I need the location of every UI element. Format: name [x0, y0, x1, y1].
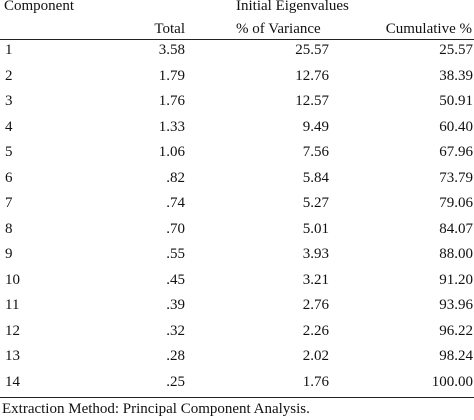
- cell-percent-variance: 12.57: [295, 93, 329, 109]
- cell-percent-variance: 2.02: [302, 348, 329, 364]
- cell-percent-variance: 3.21: [302, 271, 329, 288]
- table-body: 1 3.58 25.57 25.57 2 1.79 12.76 38.39 3 1.76 12.57…: [0, 40, 474, 397]
- cell-total: .25: [166, 373, 185, 390]
- cell-percent-variance: 9.49: [302, 118, 329, 135]
- table-row: 4 1.33 9.49 60.40: [0, 117, 474, 143]
- cell-total: 1.79: [158, 67, 185, 84]
- cell-total: .32: [166, 322, 185, 339]
- cell-percent-variance: 2.76: [302, 297, 329, 313]
- cell-component: 6: [5, 169, 13, 186]
- cell-total: .28: [166, 348, 185, 364]
- cell-percent-variance: 5.01: [302, 220, 329, 237]
- table-row: 6 .82 5.84 73.79: [0, 168, 474, 194]
- cell-total: .55: [166, 246, 185, 262]
- cell-component: 5: [5, 144, 13, 160]
- cell-cumulative: 79.06: [439, 195, 473, 211]
- cell-component: 14: [5, 373, 20, 390]
- table-row: 9 .55 3.93 88.00: [0, 244, 474, 270]
- cell-percent-variance: 5.84: [302, 169, 329, 186]
- cell-total: .70: [166, 220, 185, 237]
- column-header-total: Total: [154, 21, 185, 37]
- cell-cumulative: 100.00: [431, 373, 473, 390]
- cell-component: 9: [5, 246, 13, 262]
- cell-cumulative: 88.00: [439, 246, 473, 262]
- table-row: 12 .32 2.26 96.22: [0, 321, 474, 347]
- cell-component: 11: [5, 297, 20, 313]
- table-bottom-divider: [0, 397, 474, 398]
- cell-percent-variance: 7.56: [302, 144, 329, 160]
- cell-total: .45: [166, 271, 185, 288]
- cell-cumulative: 50.91: [439, 93, 473, 109]
- cell-component: 3: [5, 93, 13, 109]
- column-header-cumulative: Cumulative %: [385, 21, 472, 37]
- table-row: 5 1.06 7.56 67.96: [0, 142, 474, 168]
- cell-percent-variance: 12.76: [295, 67, 329, 84]
- cell-percent-variance: 5.27: [302, 195, 329, 211]
- table-row: 14 .25 1.76 100.00: [0, 372, 474, 398]
- cell-cumulative: 38.39: [439, 67, 473, 84]
- cell-cumulative: 98.24: [439, 348, 473, 364]
- table-row: 13 .28 2.02 98.24: [0, 346, 474, 372]
- cell-cumulative: 67.96: [439, 144, 473, 160]
- table-row: 1 3.58 25.57 25.57: [0, 40, 474, 66]
- cell-component: 10: [5, 271, 20, 288]
- cell-percent-variance: 2.26: [302, 322, 329, 339]
- table-row: 7 .74 5.27 79.06: [0, 193, 474, 219]
- cell-percent-variance: 25.57: [295, 42, 329, 58]
- column-header-percent-variance: % of Variance: [236, 21, 321, 37]
- cell-total: .74: [166, 195, 185, 211]
- cell-cumulative: 25.57: [439, 42, 473, 58]
- cell-cumulative: 96.22: [439, 322, 473, 339]
- cell-total: 1.76: [158, 93, 185, 109]
- cell-cumulative: 91.20: [439, 271, 473, 288]
- cell-percent-variance: 1.76: [302, 373, 329, 390]
- cell-component: 1: [5, 42, 13, 58]
- cell-component: 12: [5, 322, 20, 339]
- column-group-header-initial-eigenvalues: Initial Eigenvalues: [236, 0, 349, 14]
- header-divider: [0, 39, 474, 40]
- column-header-component: Component: [4, 0, 74, 14]
- cell-cumulative: 84.07: [439, 220, 473, 237]
- cell-total: 1.06: [158, 144, 185, 160]
- table-row: 10 .45 3.21 91.20: [0, 270, 474, 296]
- cell-cumulative: 73.79: [439, 169, 473, 186]
- cell-component: 4: [5, 118, 13, 135]
- cell-percent-variance: 3.93: [302, 246, 329, 262]
- cell-component: 13: [5, 348, 20, 364]
- cell-component: 7: [5, 195, 13, 211]
- table-row: 3 1.76 12.57 50.91: [0, 91, 474, 117]
- cell-total: 3.58: [158, 42, 185, 58]
- cell-total: 1.33: [158, 118, 185, 135]
- table-row: 2 1.79 12.76 38.39: [0, 66, 474, 92]
- cell-total: .82: [166, 169, 185, 186]
- table-row: 8 .70 5.01 84.07: [0, 219, 474, 245]
- cell-component: 2: [5, 67, 13, 84]
- cell-component: 8: [5, 220, 13, 237]
- cell-cumulative: 93.96: [439, 297, 473, 313]
- cell-total: .39: [166, 297, 185, 313]
- table-footnote: Extraction Method: Principal Component A…: [2, 401, 310, 417]
- cell-cumulative: 60.40: [439, 118, 473, 135]
- table-row: 11 .39 2.76 93.96: [0, 295, 474, 321]
